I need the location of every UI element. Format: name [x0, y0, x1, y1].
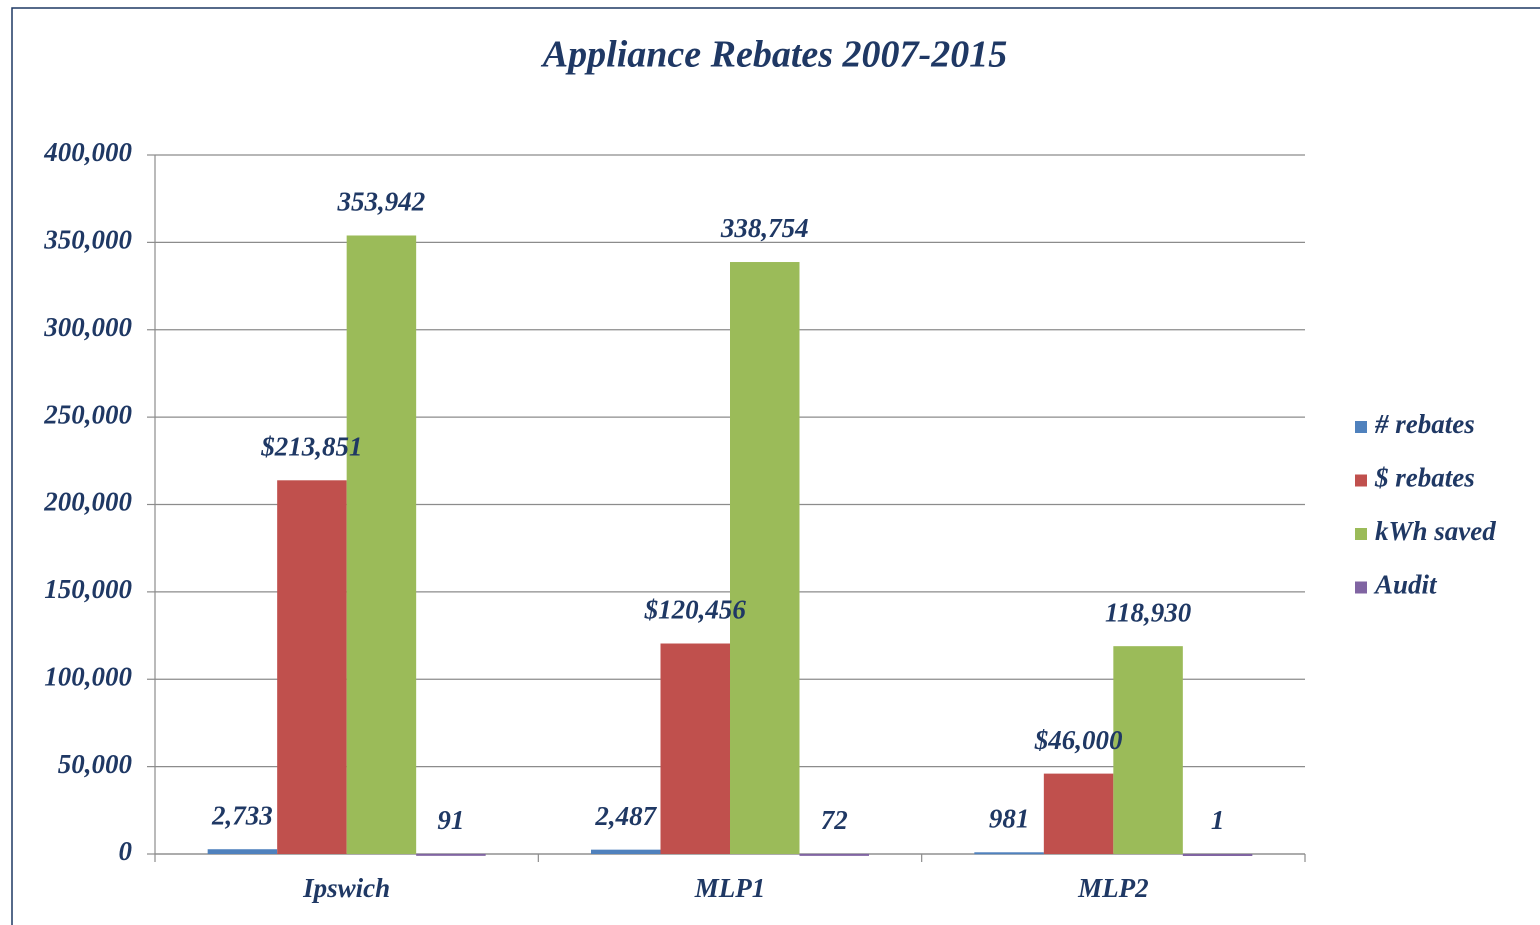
data-label: 72: [821, 805, 848, 835]
y-tick-label: 100,000: [44, 661, 132, 691]
data-label: $120,456: [644, 595, 747, 625]
data-label: 353,942: [337, 187, 426, 217]
y-tick-label: 250,000: [43, 399, 132, 429]
legend-label: kWh saved: [1375, 516, 1496, 546]
y-tick-label: 150,000: [44, 574, 132, 604]
bar: [730, 262, 800, 855]
bar: [207, 849, 278, 854]
data-label: $213,851: [260, 431, 362, 461]
x-tick-label: MLP2: [1077, 873, 1149, 903]
bar: [974, 852, 1044, 855]
y-tick-label: 400,000: [43, 137, 132, 167]
data-label: 981: [989, 803, 1030, 833]
y-tick-label: 300,000: [43, 312, 132, 342]
bar: [1182, 853, 1253, 856]
chart-title: Appliance Rebates 2007-2015: [541, 34, 1007, 76]
data-label: 1: [1211, 805, 1225, 835]
legend-swatch: [1355, 421, 1367, 433]
legend-label: $ rebates: [1374, 463, 1475, 493]
data-label: $46,000: [1034, 725, 1123, 755]
x-tick-label: MLP1: [694, 873, 766, 903]
legend-label: Audit: [1373, 570, 1438, 600]
data-label: 118,930: [1105, 597, 1192, 627]
data-label: 338,754: [720, 213, 809, 243]
legend-swatch: [1355, 581, 1367, 594]
bar: [346, 235, 417, 855]
data-label: 2,733: [211, 800, 273, 830]
y-tick-label: 0: [119, 836, 133, 866]
y-tick-label: 50,000: [58, 749, 133, 779]
legend-swatch: [1355, 474, 1367, 487]
bar: [416, 853, 486, 856]
legend-swatch: [1355, 528, 1367, 540]
data-label: 91: [437, 805, 464, 835]
bar: [1043, 773, 1114, 854]
bar: [799, 853, 869, 856]
bar: [277, 480, 347, 854]
bar: [660, 643, 730, 854]
bar: [1113, 646, 1183, 854]
legend-label: # rebates: [1374, 409, 1475, 439]
data-label: 2,487: [594, 801, 657, 831]
x-tick-label: Ipswich: [302, 873, 390, 903]
y-tick-label: 200,000: [43, 487, 132, 517]
y-tick-label: 350,000: [43, 225, 132, 255]
bar: [591, 849, 661, 854]
